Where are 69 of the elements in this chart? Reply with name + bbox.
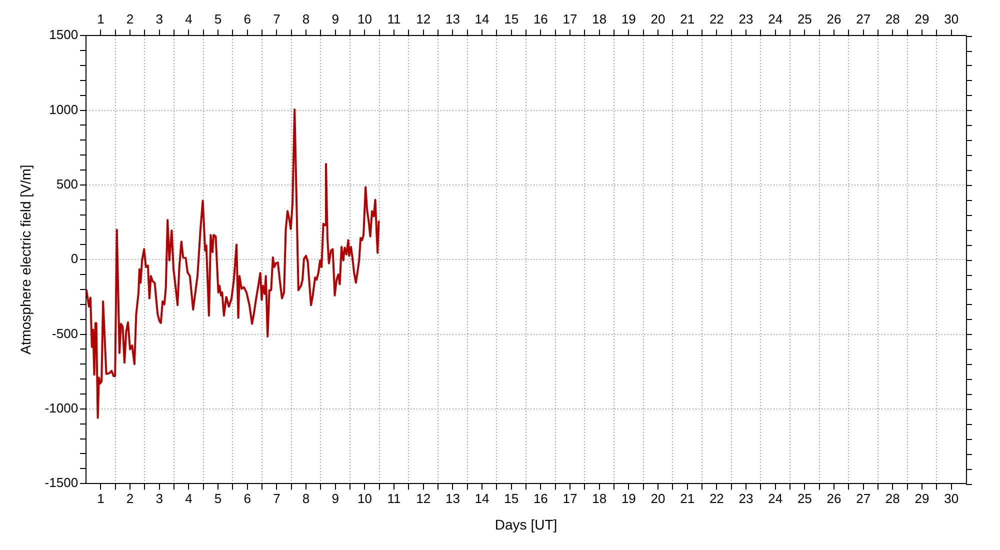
x-tick-label: 13 — [445, 490, 460, 506]
x-tick-label: 5 — [214, 490, 222, 506]
x2-tick-label: 19 — [621, 11, 636, 26]
x-tick-label: 7 — [273, 490, 280, 506]
x2-tick-label: 23 — [738, 11, 754, 26]
x-tick-label: 29 — [914, 490, 930, 506]
x-tick-label: 11 — [387, 490, 401, 506]
x-tick-label: 19 — [621, 490, 636, 506]
x-tick-label: 17 — [562, 490, 578, 506]
x2-tick-label: 2 — [126, 11, 134, 26]
x-tick-label: 6 — [244, 490, 251, 506]
x2-tick-label: 21 — [680, 11, 695, 26]
x2-tick-label: 1 — [97, 11, 104, 26]
x2-tick-label: 30 — [944, 11, 959, 26]
x-tick-label: 23 — [738, 490, 754, 506]
x2-tick-label: 28 — [885, 11, 900, 26]
x-tick-label: 27 — [856, 490, 871, 506]
x2-tick-label: 9 — [332, 11, 339, 26]
x2-tick-label: 25 — [797, 11, 812, 26]
x2-tick-label: 17 — [562, 11, 578, 26]
x-tick-label: 3 — [156, 490, 163, 506]
x2-tick-label: 8 — [302, 11, 310, 26]
x-tick-label: 12 — [416, 490, 431, 506]
x-tick-label: 8 — [302, 490, 310, 506]
x2-tick-label: 3 — [156, 11, 163, 26]
x-tick-label: 10 — [357, 490, 372, 506]
x-tick-label: 4 — [185, 490, 192, 506]
x-tick-label: 22 — [709, 490, 724, 506]
x-tick-label: 24 — [768, 490, 783, 506]
x2-tick-label: 16 — [533, 11, 548, 26]
x-tick-label: 9 — [332, 490, 339, 506]
x2-tick-label: 11 — [387, 11, 401, 26]
x2-tick-label: 27 — [856, 11, 871, 26]
x2-tick-label: 12 — [416, 11, 431, 26]
x2-tick-label: 22 — [709, 11, 724, 26]
x-tick-label: 16 — [533, 490, 548, 506]
x2-tick-label: 14 — [474, 11, 490, 26]
x2-tick-label: 15 — [504, 11, 519, 26]
x-tick-label: 20 — [650, 490, 666, 506]
x-tick-label: 1 — [97, 490, 104, 506]
y-tick-label: -500 — [52, 326, 78, 341]
x2-tick-label: 24 — [768, 11, 783, 26]
x-tick-label: 15 — [504, 490, 519, 506]
x-tick-label: 28 — [885, 490, 900, 506]
y-tick-label: 1000 — [49, 102, 78, 117]
x-tick-label: 21 — [680, 490, 695, 506]
y-tick-label: -1500 — [44, 475, 78, 490]
x-tick-label: 25 — [797, 490, 812, 506]
x2-tick-label: 29 — [914, 11, 930, 26]
x-axis-title: Days [UT] — [494, 516, 558, 532]
x2-tick-label: 26 — [826, 11, 842, 26]
y-tick-label: 1500 — [49, 27, 78, 42]
y-tick-label: 500 — [56, 176, 78, 192]
x-tick-label: 2 — [126, 490, 134, 506]
x2-tick-label: 13 — [445, 11, 460, 26]
x-tick-label: 14 — [474, 490, 490, 506]
x2-tick-label: 7 — [273, 11, 280, 26]
x2-tick-label: 6 — [244, 11, 251, 26]
x-tick-label: 26 — [826, 490, 842, 506]
x-tick-label: 30 — [944, 490, 959, 506]
y-tick-label: 0 — [70, 251, 78, 266]
x2-tick-label: 4 — [185, 11, 192, 26]
x-tick-label: 18 — [592, 490, 607, 506]
x2-tick-label: 5 — [214, 11, 222, 26]
y-tick-label: -1000 — [44, 400, 78, 416]
x2-tick-label: 20 — [650, 11, 666, 26]
x2-tick-label: 10 — [357, 11, 372, 26]
x2-tick-label: 18 — [592, 11, 607, 26]
y-axis-title: Atmosphere electric field [V/m] — [17, 164, 34, 355]
